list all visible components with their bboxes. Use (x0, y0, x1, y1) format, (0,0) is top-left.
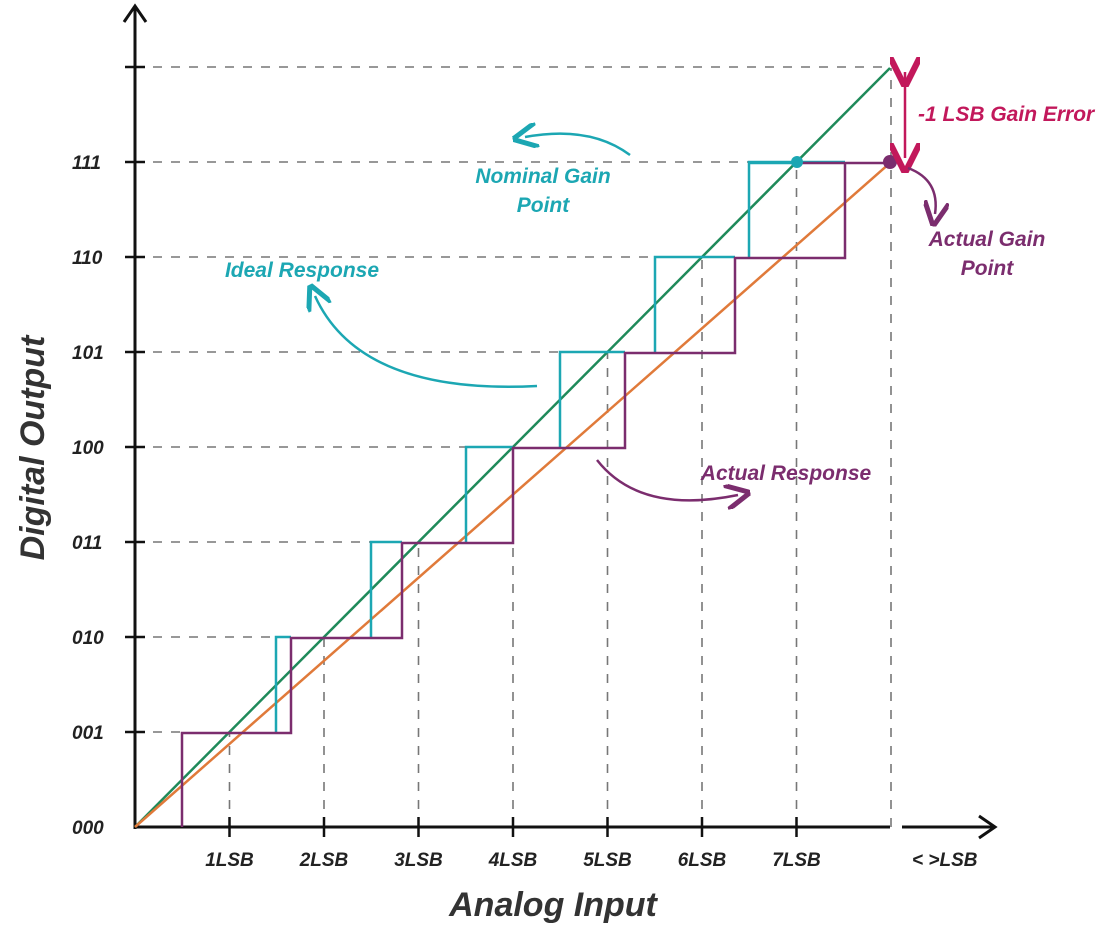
gain-error-label: -1 LSB Gain Error (918, 103, 1096, 126)
y-axis (122, 3, 148, 829)
ideal-step (369, 540, 402, 637)
y-tick-label: 010 (72, 628, 104, 649)
x-axis (134, 814, 998, 840)
x-tick-label: < >LSB (912, 850, 978, 871)
axis-ticks (125, 65, 798, 837)
nominal-gain-label-1: Nominal Gain (475, 165, 610, 188)
ideal-response-arrow (315, 296, 538, 388)
y-tick-label: 111 (72, 153, 101, 174)
actual-gain-label-2: Point (961, 257, 1014, 280)
y-tick-label: 000 (72, 818, 104, 839)
ideal-response-label: Ideal Response (225, 259, 379, 282)
x-axis-title: Analog Input (448, 886, 658, 924)
x-tick-label: 4LSB (488, 850, 538, 871)
actual-gain-arrow (907, 166, 936, 214)
actual-response-label: Actual Response (700, 462, 872, 485)
x-tick-label: 1LSB (205, 850, 254, 871)
ideal-step (464, 445, 513, 542)
y-axis-title: Digital Output (14, 334, 52, 560)
y-tick-label: 100 (72, 438, 104, 459)
x-tick-label: 6LSB (678, 850, 727, 871)
x-tick-label: 7LSB (772, 850, 821, 871)
ideal-step (274, 635, 291, 732)
x-tick-label: 2LSB (299, 850, 349, 871)
nominal-gain-label-2: Point (517, 194, 570, 217)
actual-gain-label-1: Actual Gain (928, 228, 1046, 251)
actual-response-arrow (596, 459, 738, 500)
actual-gain-point-marker (883, 155, 897, 169)
actual-staircase (180, 161, 890, 827)
y-tick-label: 011 (72, 533, 102, 554)
nominal-gain-arrow (525, 134, 631, 157)
x-tick-label: 5LSB (583, 850, 632, 871)
y-tick-label: 110 (72, 248, 103, 269)
ideal-step (653, 255, 735, 352)
nominal-gain-point-marker (791, 156, 803, 168)
y-tick-label: 001 (72, 723, 104, 744)
y-tick-label: 101 (72, 343, 104, 364)
x-tick-label: 3LSB (394, 850, 443, 871)
ideal-step (558, 350, 625, 447)
